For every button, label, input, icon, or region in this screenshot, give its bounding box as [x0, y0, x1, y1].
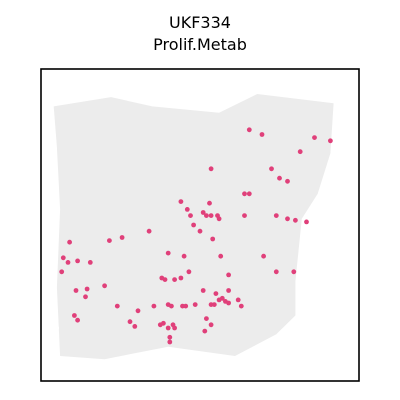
data-point: [165, 325, 171, 331]
data-point: [223, 299, 228, 304]
data-point: [75, 258, 80, 264]
data-point: [167, 339, 173, 345]
data-point: [285, 178, 290, 184]
data-point: [127, 319, 133, 325]
data-point: [200, 288, 206, 293]
data-point: [304, 219, 309, 225]
data-point: [242, 213, 247, 219]
data-point: [312, 135, 317, 141]
data-point: [204, 213, 209, 219]
data-point: [297, 149, 303, 155]
data-point: [83, 294, 88, 300]
data-point: [119, 235, 125, 240]
data-point: [59, 269, 65, 275]
data-point: [191, 222, 197, 228]
data-point: [197, 228, 203, 234]
data-point: [293, 217, 298, 223]
data-point: [84, 286, 90, 292]
data-point: [246, 127, 252, 133]
data-point: [188, 213, 193, 219]
data-point: [291, 269, 297, 275]
data-point: [183, 303, 189, 309]
chart-title-line-2: Prolif.Metab: [153, 35, 247, 54]
data-point: [167, 334, 173, 340]
spot-gap: [54, 325, 60, 331]
data-point: [216, 216, 222, 222]
data-point: [87, 260, 93, 265]
data-point: [151, 303, 157, 309]
data-point: [186, 269, 192, 275]
data-point: [277, 175, 282, 181]
data-point: [60, 255, 66, 261]
data-point: [172, 277, 178, 282]
data-point: [285, 216, 290, 222]
data-point: [135, 308, 141, 314]
data-point: [273, 269, 279, 275]
data-point: [235, 297, 241, 303]
data-point: [132, 324, 138, 329]
spot-gap: [328, 235, 333, 240]
data-point: [67, 239, 72, 245]
data-point: [72, 313, 77, 318]
data-point: [202, 328, 208, 334]
data-point: [200, 210, 206, 215]
chart-title-line-1: UKF334: [169, 13, 231, 32]
data-point: [73, 288, 79, 293]
data-point: [178, 199, 184, 205]
data-point: [207, 200, 212, 206]
data-point: [165, 250, 171, 256]
data-point: [208, 213, 214, 219]
data-point: [172, 325, 178, 331]
data-point: [226, 288, 232, 293]
data-point: [219, 295, 225, 301]
data-point: [210, 236, 216, 242]
data-point: [246, 191, 252, 197]
data-point: [208, 322, 214, 328]
data-point: [107, 238, 112, 244]
plot-frame: [40, 68, 360, 382]
data-point: [181, 253, 187, 259]
data-point: [169, 303, 174, 309]
data-point: [213, 291, 219, 296]
data-point: [259, 132, 265, 137]
data-point: [192, 302, 198, 307]
spot-gap: [325, 325, 330, 331]
data-point: [261, 253, 266, 259]
data-point: [328, 138, 333, 144]
data-point: [178, 275, 184, 281]
data-point: [208, 166, 214, 172]
data-point: [102, 283, 107, 289]
data-point: [211, 302, 217, 307]
data-point: [226, 272, 232, 278]
data-point: [218, 253, 224, 259]
data-point: [269, 166, 274, 172]
data-point: [75, 317, 80, 323]
data-point: [65, 260, 71, 265]
data-point: [273, 213, 279, 219]
data-point: [238, 303, 244, 309]
data-point: [114, 303, 120, 309]
spot-gap: [331, 288, 336, 293]
data-point: [242, 191, 247, 197]
data-point: [204, 316, 209, 321]
data-point: [161, 320, 166, 326]
data-point: [146, 228, 152, 234]
data-point: [184, 207, 190, 212]
data-point: [162, 277, 168, 282]
